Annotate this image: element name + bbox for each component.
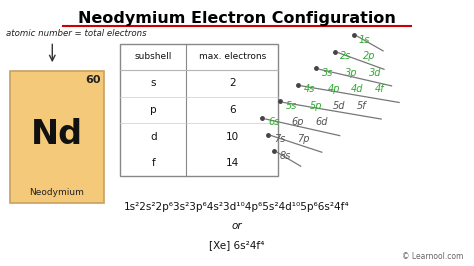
Text: max. electrons: max. electrons	[199, 52, 266, 61]
Text: 4s: 4s	[304, 84, 315, 94]
Text: 5s: 5s	[286, 101, 297, 111]
Text: 6p: 6p	[292, 118, 304, 127]
Text: 5f: 5f	[357, 101, 366, 111]
Text: 2: 2	[229, 78, 236, 88]
Text: 7p: 7p	[297, 134, 310, 144]
Text: 7s: 7s	[274, 134, 285, 144]
Text: d: d	[150, 132, 156, 142]
Text: s: s	[151, 78, 156, 88]
Text: Neodymium Electron Configuration: Neodymium Electron Configuration	[78, 11, 396, 26]
Text: 6: 6	[229, 105, 236, 115]
Text: 14: 14	[226, 158, 239, 168]
Text: 2s: 2s	[340, 51, 351, 61]
Text: or: or	[232, 221, 242, 231]
Text: [Xe] 6s²4f⁴: [Xe] 6s²4f⁴	[210, 240, 264, 250]
Text: 3s: 3s	[322, 68, 333, 78]
Text: 4p: 4p	[328, 84, 340, 94]
Text: 6d: 6d	[315, 118, 328, 127]
Text: 3p: 3p	[346, 68, 358, 78]
Text: 8s: 8s	[279, 151, 291, 161]
Text: 5d: 5d	[333, 101, 346, 111]
Text: 5p: 5p	[310, 101, 322, 111]
Text: Neodymium: Neodymium	[29, 188, 84, 197]
Text: 2p: 2p	[363, 51, 376, 61]
Text: 4d: 4d	[351, 84, 364, 94]
Text: p: p	[150, 105, 156, 115]
Text: f: f	[151, 158, 155, 168]
Text: 6s: 6s	[268, 118, 280, 127]
Text: 4f: 4f	[374, 84, 384, 94]
Text: 10: 10	[226, 132, 239, 142]
Text: 1s²2s²2p⁶3s²3p⁶4s²3d¹⁰4p⁶5s²4d¹⁰5p⁶6s²4f⁴: 1s²2s²2p⁶3s²3p⁶4s²3d¹⁰4p⁶5s²4d¹⁰5p⁶6s²4f…	[124, 202, 350, 212]
Text: 3d: 3d	[369, 68, 382, 78]
FancyBboxPatch shape	[120, 44, 278, 176]
Text: subshell: subshell	[135, 52, 172, 61]
Text: 1s: 1s	[358, 35, 370, 45]
Text: atomic number = total electrons: atomic number = total electrons	[6, 29, 147, 38]
Text: © Learnool.com: © Learnool.com	[402, 252, 463, 261]
Text: Nd: Nd	[31, 118, 83, 151]
FancyBboxPatch shape	[10, 71, 104, 203]
Text: 60: 60	[85, 75, 100, 85]
